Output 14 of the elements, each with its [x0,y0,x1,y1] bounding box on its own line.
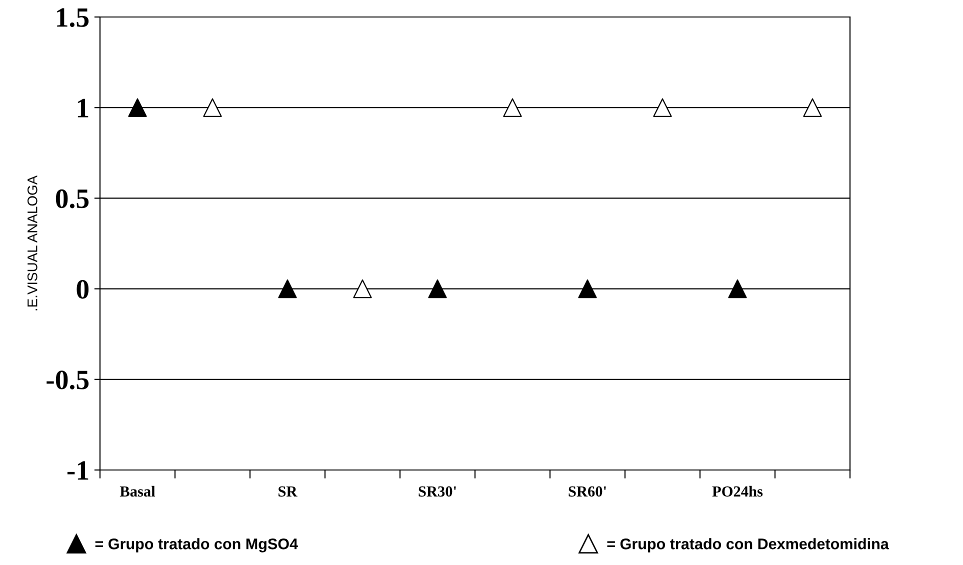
legend-label: = Grupo tratado con MgSO4 [95,538,298,552]
y-tick-label: -1 [67,461,88,480]
x-tick-label: SR [278,486,298,497]
x-tick-label: SR60' [568,486,606,497]
y-tick-label: 0.5 [56,189,89,208]
legend-label: = Grupo tratado con Dexmedetomidina [607,538,889,552]
y-tick-label: 1 [78,98,88,118]
y-tick-label: 1.5 [57,8,89,28]
y-tick-label: 0 [76,280,89,299]
y-tick-label: -0.5 [46,370,89,390]
y-axis-title: .E.VISUAL ANALOGA [27,175,38,310]
x-tick-label: Basal [120,486,156,497]
x-tick-label: SR30' [418,486,456,497]
x-tick-label: PO24hs [712,486,763,497]
